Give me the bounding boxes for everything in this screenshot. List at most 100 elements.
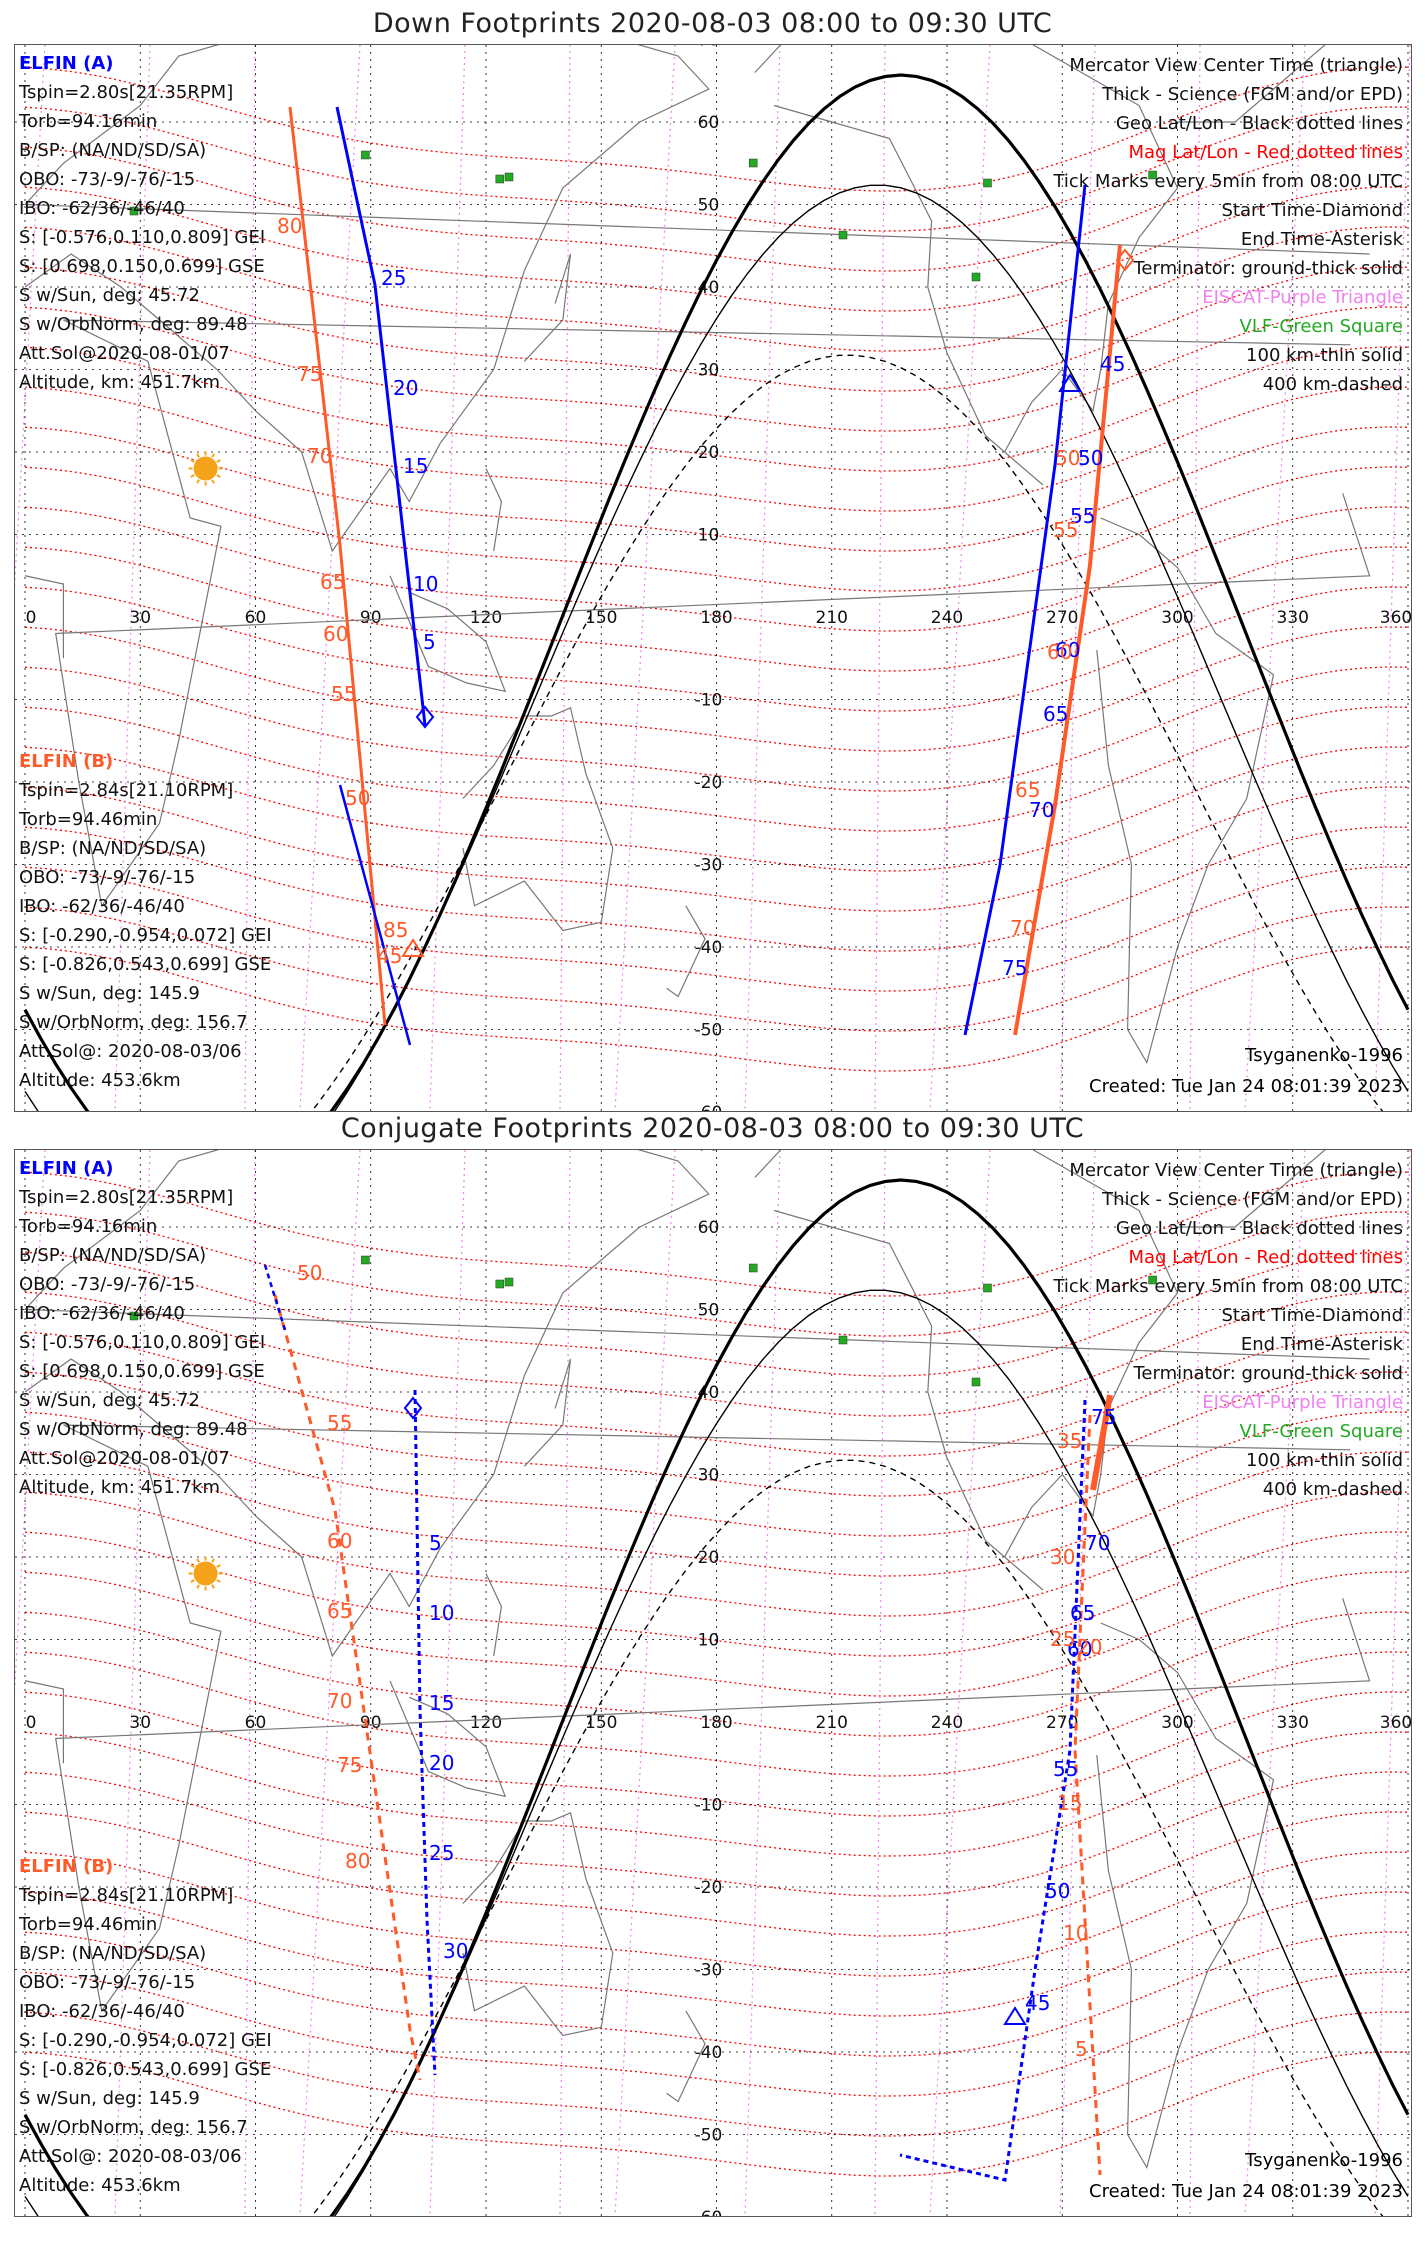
vlf-green-square <box>361 150 370 160</box>
mag-longitude-line <box>114 1150 151 2216</box>
track-time-label: 55 <box>327 1411 352 1435</box>
elfin-b-info-row: Torb=94.46min <box>19 1914 158 1935</box>
elfin-b-info-row: Att.Sol@: 2020-08-03/06 <box>19 1041 242 1062</box>
mag-longitude-line <box>1059 45 1096 1111</box>
sun-ray <box>196 1558 200 1563</box>
sun-icon <box>193 1561 218 1586</box>
mag-latitude-line <box>24 626 1409 752</box>
elfin-b-info-row: S w/Sun, deg: 145.9 <box>19 2088 200 2109</box>
legend-entry: Terminator: ground-thick solid <box>1133 258 1403 279</box>
legend-entry: 400 km-dashed <box>1262 374 1403 395</box>
track-time-label: 20 <box>429 1751 454 1775</box>
elfin-b-info-row: Tspin=2.84s[21.10RPM] <box>19 780 234 801</box>
panel-title-conjugate: Conjugate Footprints 2020-08-03 08:00 to… <box>340 1113 1085 1144</box>
lat-tick-label: -30 <box>695 1961 723 1981</box>
track-time-label: 50 <box>1078 446 1103 470</box>
elfin-a-info-row: Altitude, km: 451.7km <box>19 372 221 393</box>
vlf-green-square <box>495 1279 505 1289</box>
vlf-stations <box>129 1255 1157 1387</box>
elfin-a-info-row: Att.Sol@2020-08-01/07 <box>19 343 230 364</box>
continent-outline <box>23 45 1370 553</box>
lon-tick-label: 360 <box>1380 1713 1411 1733</box>
track-time-label: 10 <box>1063 1921 1088 1945</box>
sun-ray <box>190 459 195 463</box>
track-time-label: 15 <box>1057 1791 1082 1815</box>
track-time-label: 65 <box>327 1599 352 1623</box>
elfin-b-info-row: IBO: -62/36/-46/40 <box>19 896 185 917</box>
vlf-green-square <box>838 1335 848 1345</box>
terminator-line <box>23 73 1410 1111</box>
vlf-green-square <box>971 272 981 282</box>
track-time-label: 15 <box>403 454 428 478</box>
start-diamond <box>403 1396 423 1420</box>
mag-latitude-line <box>24 586 1409 712</box>
track-time-label: 15 <box>429 1691 454 1715</box>
lat-tick-label: 70 <box>698 45 720 51</box>
vlf-green-square <box>983 1283 992 1293</box>
sun-icon <box>193 456 218 481</box>
continent-outline <box>24 575 65 659</box>
lon-tick-label: 60 <box>245 1713 267 1733</box>
lon-tick-label: 120 <box>470 608 502 628</box>
lon-tick-label: 270 <box>1046 1713 1078 1733</box>
track-time-label: 80 <box>345 1849 370 1873</box>
elfin-b-info-row: IBO: -62/36/-46/40 <box>19 2001 185 2022</box>
mag-latitude-line <box>24 66 1409 192</box>
elfin-a-info-row: B/SP: (NA/ND/SD/SA) <box>19 140 207 161</box>
vlf-green-square <box>1148 170 1157 180</box>
elfin-a-track <box>963 184 1087 1036</box>
lat-tick-label: 10 <box>698 1631 720 1651</box>
vlf-green-square <box>1148 1275 1157 1285</box>
elfin-a-info-row: S w/Sun, deg: 45.72 <box>19 285 200 306</box>
legend-entry: 100 km-thin solid <box>1246 1450 1403 1471</box>
elfin-a-info-row: S: [-0.576,0.110,0.809] GEI <box>19 1332 266 1353</box>
elfin-a-track <box>335 106 427 726</box>
mag-longitude-line <box>1374 45 1411 1111</box>
continent-outline <box>24 1680 65 1764</box>
lon-tick-label: 300 <box>1161 608 1193 628</box>
lon-tick-label: 90 <box>360 608 382 628</box>
track-time-label: 60 <box>1055 638 1080 662</box>
mag-latitude-line <box>24 146 1409 272</box>
probe-label-elfin-a: ELFIN (A) <box>19 53 114 74</box>
terminators <box>23 1178 1410 2216</box>
lat-tick-label: 70 <box>698 1150 720 1156</box>
continent-outline <box>485 1573 503 1657</box>
track-time-label: 50 <box>345 786 370 810</box>
vlf-green-square <box>983 178 992 188</box>
lon-tick-label: 120 <box>470 1713 502 1733</box>
tracks: 2520151054550556065707580757065605550854… <box>277 106 1135 1046</box>
track-time-label: 25 <box>429 1841 454 1865</box>
mag-latitude-line <box>24 906 1409 1032</box>
elfin-a-info-row: S: [0.698,0.150,0.699] GSE <box>19 1361 265 1382</box>
mag-latitude-line <box>24 1731 1409 1857</box>
mag-latitude-line <box>24 1291 1409 1417</box>
mag-longitude-line <box>744 45 781 1111</box>
sun-ray <box>216 1564 221 1568</box>
legend-entry: Thick - Science (FGM and/or EPD) <box>1102 84 1403 105</box>
track-time-label: 45 <box>1025 1991 1050 2015</box>
legend-entry: Mercator View Center Time (triangle) <box>1069 1160 1403 1181</box>
mag-longitude-line <box>559 1150 571 2216</box>
mag-longitude-line <box>1244 45 1306 1111</box>
continent-outline <box>23 1150 1370 1658</box>
lat-tick-label: 30 <box>698 361 720 381</box>
mag-latitude-line <box>24 1851 1409 1977</box>
legend-entry: VLF-Green Square <box>1239 1421 1403 1442</box>
continent-outline <box>485 468 503 552</box>
tracks: 5101520253045505560657075505560657075803… <box>263 1261 1116 2182</box>
elfin-a-info-row: S w/Sun, deg: 45.72 <box>19 1390 200 1411</box>
elfin-a-info-row: Torb=94.16min <box>19 1216 158 1237</box>
track-time-label: 65 <box>1070 1601 1095 1625</box>
elfin-a-info-row: S: [-0.576,0.110,0.809] GEI <box>19 227 266 248</box>
lon-tick-label: 150 <box>585 1713 617 1733</box>
mag-longitude-line <box>559 45 571 1111</box>
sun-ray <box>216 459 221 463</box>
track-time-label: 5 <box>1075 2037 1088 2061</box>
track-time-label: 10 <box>413 572 438 596</box>
elfin-a-info-row: B/SP: (NA/ND/SD/SA) <box>19 1245 207 1266</box>
lon-tick-label: 240 <box>931 608 963 628</box>
track-time-label: 30 <box>443 1939 468 1963</box>
track-time-label: 70 <box>1010 916 1035 940</box>
lon-tick-label: 30 <box>129 1713 151 1733</box>
